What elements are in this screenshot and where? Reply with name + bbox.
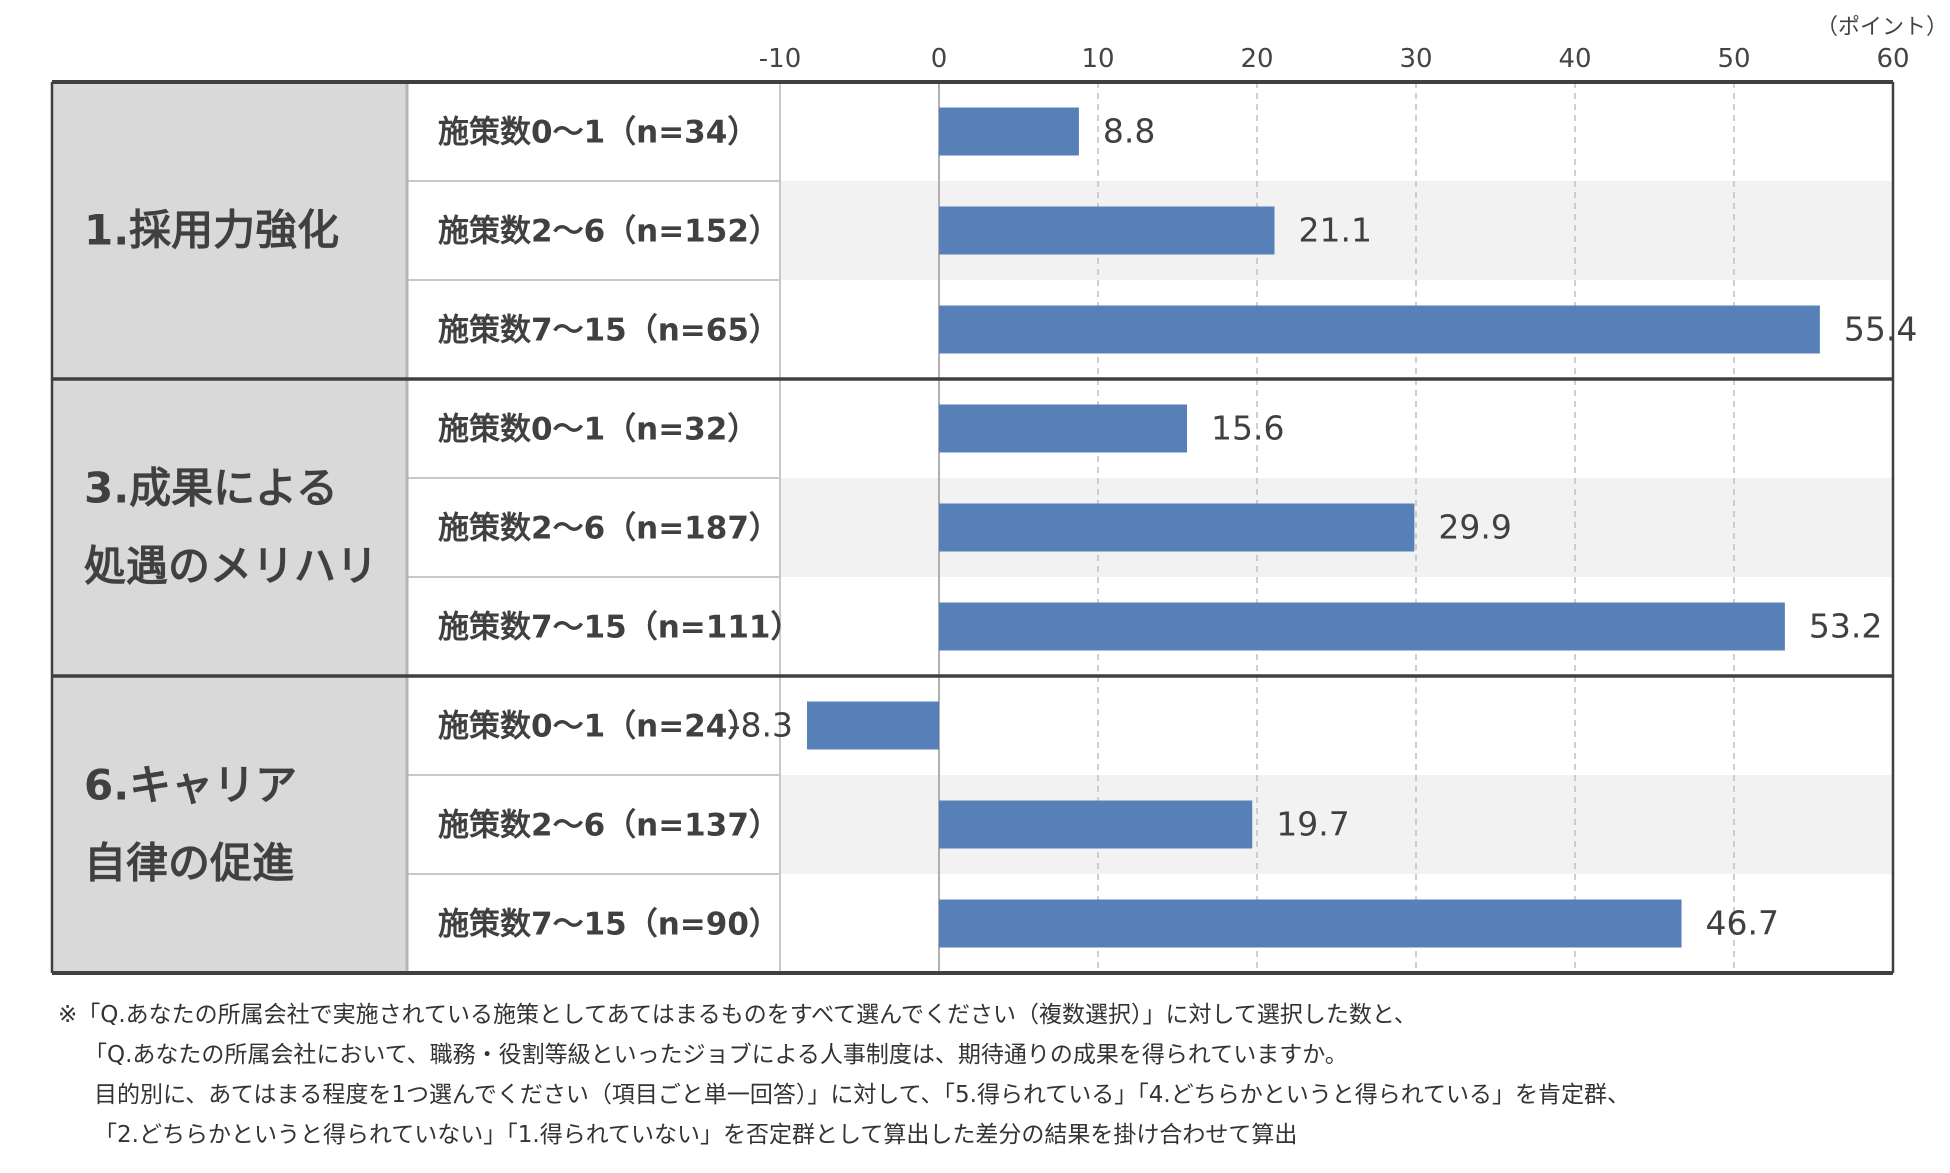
category-cell — [407, 181, 780, 280]
category-label: 施策数7～15（n=111） — [438, 610, 801, 646]
x-tick-label: 50 — [1717, 44, 1750, 74]
category-label: 施策数2～6（n=137） — [438, 808, 780, 844]
x-tick-label: 30 — [1399, 44, 1432, 74]
category-label: 施策数7～15（n=90） — [438, 907, 780, 943]
unit-label: （ポイント） — [1816, 15, 1948, 40]
category-cell — [407, 775, 780, 874]
category-cell — [407, 82, 780, 181]
category-cell — [407, 280, 780, 379]
data-label: 19.7 — [1276, 805, 1349, 844]
group-label: 自律の促進 — [84, 839, 294, 888]
group-label: 処遇のメリハリ — [84, 542, 378, 591]
footnote-line: 「2.どちらかというと得られていない」「1.得られていない」を否定群として算出し… — [94, 1122, 1298, 1148]
x-tick-label: 20 — [1240, 44, 1273, 74]
bar — [939, 899, 1682, 948]
bar — [939, 404, 1188, 453]
data-label: 55.4 — [1844, 310, 1917, 349]
data-label: 15.6 — [1211, 409, 1284, 448]
x-tick-label: 40 — [1558, 44, 1591, 74]
category-label: 施策数2～6（n=152） — [438, 214, 780, 250]
category-cell — [407, 874, 780, 973]
x-tick-label: 0 — [931, 44, 948, 74]
group-label-cell — [52, 379, 407, 676]
category-label: 施策数0～1（n=32） — [438, 412, 758, 448]
data-label: 46.7 — [1706, 904, 1779, 943]
data-label: 8.8 — [1103, 112, 1155, 151]
footnote-line: 「Q.あなたの所属会社において、職務・役割等級といったジョブによる人事制度は、期… — [84, 1042, 1348, 1068]
group-label-cell — [52, 676, 407, 973]
bar — [939, 800, 1253, 849]
group-label: 1.採用力強化 — [84, 206, 339, 255]
bar — [807, 701, 939, 750]
data-label: 21.1 — [1298, 211, 1371, 250]
x-tick-label: 10 — [1081, 44, 1114, 74]
bar — [939, 602, 1785, 651]
bar — [939, 305, 1820, 354]
bar — [939, 107, 1079, 156]
data-label: 29.9 — [1438, 508, 1511, 547]
category-cell — [407, 676, 780, 775]
data-label: 53.2 — [1809, 607, 1882, 646]
row-background — [780, 676, 1893, 775]
group-label: 6.キャリア — [84, 761, 297, 810]
bar-chart: -10 0 10 20 30 40 50 60 （ポイント） 1.採用力強化 施策数0～1（n=34… — [50, 15, 1948, 975]
data-label: -8.3 — [729, 706, 793, 745]
group-label-cell — [52, 82, 407, 379]
category-cell — [407, 577, 780, 676]
bar — [939, 503, 1415, 552]
category-label: 施策数0～1（n=24） — [438, 709, 758, 745]
footnote-line: 目的別に、あてはまる程度を1つ選んでください（項目ごと単一回答）」に対して、「5… — [94, 1082, 1631, 1108]
category-label: 施策数2～6（n=187） — [438, 511, 780, 547]
x-tick-label: 60 — [1876, 44, 1909, 74]
category-label: 施策数0～1（n=34） — [438, 115, 758, 151]
bar — [939, 206, 1275, 255]
footnote-line: ※「Q.あなたの所属会社で実施されている施策としてあてはまるものをすべて選んでく… — [58, 1002, 1417, 1028]
footnote: ※「Q.あなたの所属会社で実施されている施策としてあてはまるものをすべて選んでく… — [58, 995, 1918, 1155]
category-label: 施策数7～15（n=65） — [438, 313, 780, 349]
x-tick-label: -10 — [759, 44, 801, 74]
category-cell — [407, 478, 780, 577]
group-label: 3.成果による — [84, 464, 338, 513]
category-cell — [407, 379, 780, 478]
